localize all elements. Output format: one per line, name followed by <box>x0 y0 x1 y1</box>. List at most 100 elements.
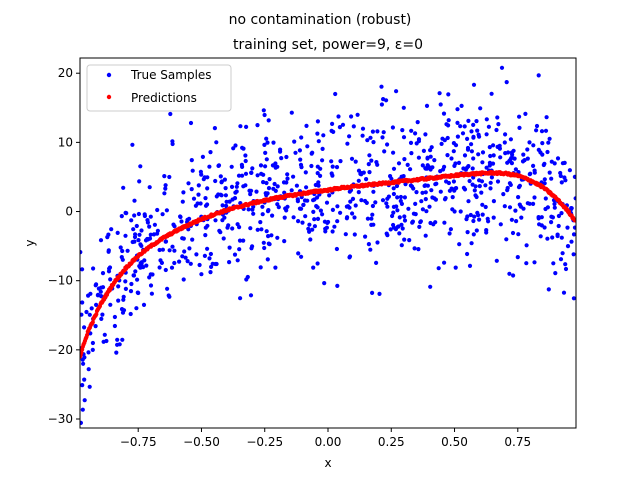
true-sample-point <box>82 377 87 382</box>
true-sample-point <box>565 225 570 230</box>
true-sample-point <box>279 156 284 161</box>
true-sample-point <box>221 236 226 241</box>
true-sample-point <box>491 153 496 158</box>
true-sample-point <box>84 309 89 315</box>
true-sample-point <box>265 257 270 262</box>
true-sample-point <box>420 163 425 168</box>
true-sample-point <box>224 199 229 204</box>
true-sample-point <box>135 290 140 295</box>
true-sample-point <box>469 129 474 134</box>
true-sample-point <box>222 177 227 182</box>
true-sample-point <box>296 219 301 224</box>
true-sample-point <box>536 147 541 152</box>
true-sample-point <box>436 266 441 271</box>
true-sample-point <box>172 248 177 253</box>
true-sample-point <box>409 128 414 133</box>
true-sample-point <box>498 222 503 227</box>
true-sample-point <box>119 307 125 312</box>
true-sample-point <box>532 195 537 200</box>
true-sample-point <box>370 203 375 209</box>
true-sample-point <box>377 291 382 296</box>
true-sample-point <box>434 181 439 186</box>
true-sample-point <box>385 204 390 209</box>
true-sample-point <box>559 180 564 185</box>
true-sample-point <box>494 127 499 133</box>
true-sample-point <box>170 244 175 249</box>
true-sample-point <box>547 136 552 141</box>
true-sample-point <box>254 189 259 194</box>
true-sample-point <box>370 212 375 217</box>
true-sample-point <box>394 183 400 189</box>
true-sample-point <box>401 135 407 140</box>
true-sample-point <box>350 211 355 216</box>
true-sample-point <box>416 139 421 144</box>
true-sample-point <box>471 134 476 139</box>
true-sample-point <box>329 171 334 176</box>
true-sample-point <box>219 193 224 198</box>
true-sample-point <box>407 238 412 243</box>
true-sample-point <box>155 228 160 233</box>
true-sample-point <box>427 204 432 209</box>
true-sample-point <box>477 217 482 222</box>
true-sample-point <box>502 140 507 145</box>
true-sample-point <box>517 114 522 119</box>
true-sample-point <box>446 118 451 123</box>
true-sample-point <box>234 184 239 189</box>
true-sample-point <box>316 139 321 144</box>
true-sample-point <box>462 124 467 129</box>
true-sample-point <box>551 261 556 266</box>
true-sample-point <box>539 129 545 134</box>
true-sample-point <box>160 212 165 217</box>
true-sample-point <box>320 146 325 151</box>
true-sample-point <box>484 230 489 235</box>
true-sample-point <box>542 177 547 182</box>
true-sample-point <box>413 201 418 206</box>
true-sample-point <box>540 141 545 146</box>
legend-predictions-marker <box>106 94 112 100</box>
true-sample-point <box>107 266 112 271</box>
true-sample-point <box>401 174 406 179</box>
true-sample-point <box>284 208 289 213</box>
true-sample-point <box>440 136 445 141</box>
true-sample-point <box>558 173 563 179</box>
true-sample-point <box>270 213 275 218</box>
true-sample-point <box>343 232 348 237</box>
true-sample-point <box>335 219 340 224</box>
true-sample-point <box>180 199 185 204</box>
true-sample-point <box>501 192 506 197</box>
true-sample-point <box>540 152 545 157</box>
true-sample-point <box>100 312 105 317</box>
true-sample-point <box>448 227 453 232</box>
true-sample-point <box>238 296 243 301</box>
true-sample-point <box>147 224 152 229</box>
true-sample-point <box>349 114 354 119</box>
true-sample-point <box>366 242 371 247</box>
true-sample-point <box>229 184 235 189</box>
true-sample-point <box>230 226 235 231</box>
true-sample-point <box>285 172 290 177</box>
true-sample-point <box>424 103 430 108</box>
legend-box <box>86 64 232 112</box>
true-sample-point <box>398 194 403 200</box>
true-sample-point <box>502 204 507 209</box>
true-sample-point <box>534 128 539 133</box>
true-sample-point <box>216 192 221 197</box>
true-sample-point <box>467 263 473 268</box>
legend-predictions-label: Predictions <box>131 91 197 105</box>
y-tick-label: 10 <box>58 135 73 149</box>
true-sample-point <box>491 143 496 148</box>
true-sample-point <box>334 246 339 252</box>
x-tick-label: 0.50 <box>441 435 468 449</box>
true-sample-point <box>147 185 152 190</box>
true-sample-point <box>231 146 236 151</box>
true-sample-point <box>94 282 99 287</box>
true-sample-point <box>480 212 485 217</box>
true-sample-point <box>165 286 170 291</box>
true-sample-point <box>388 227 393 232</box>
true-sample-point <box>196 183 201 188</box>
true-sample-point <box>86 350 91 355</box>
true-sample-point <box>148 272 153 277</box>
true-sample-point <box>199 172 204 177</box>
true-sample-point <box>538 234 543 239</box>
true-sample-point <box>523 111 528 116</box>
